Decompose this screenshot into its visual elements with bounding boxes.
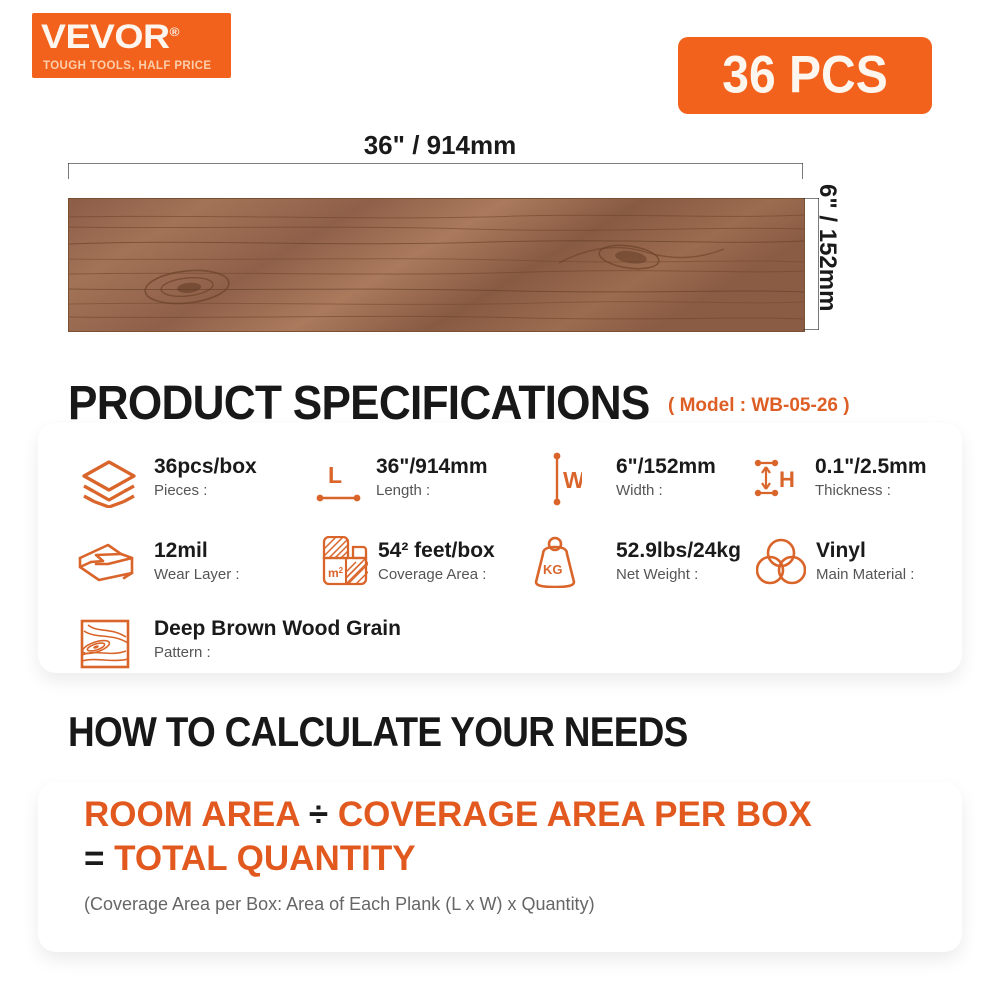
svg-text:L: L <box>328 462 342 488</box>
svg-text:KG: KG <box>543 562 563 577</box>
svg-text:H: H <box>779 467 795 492</box>
svg-text:W: W <box>563 467 582 493</box>
svg-text:m2: m2 <box>328 566 344 581</box>
